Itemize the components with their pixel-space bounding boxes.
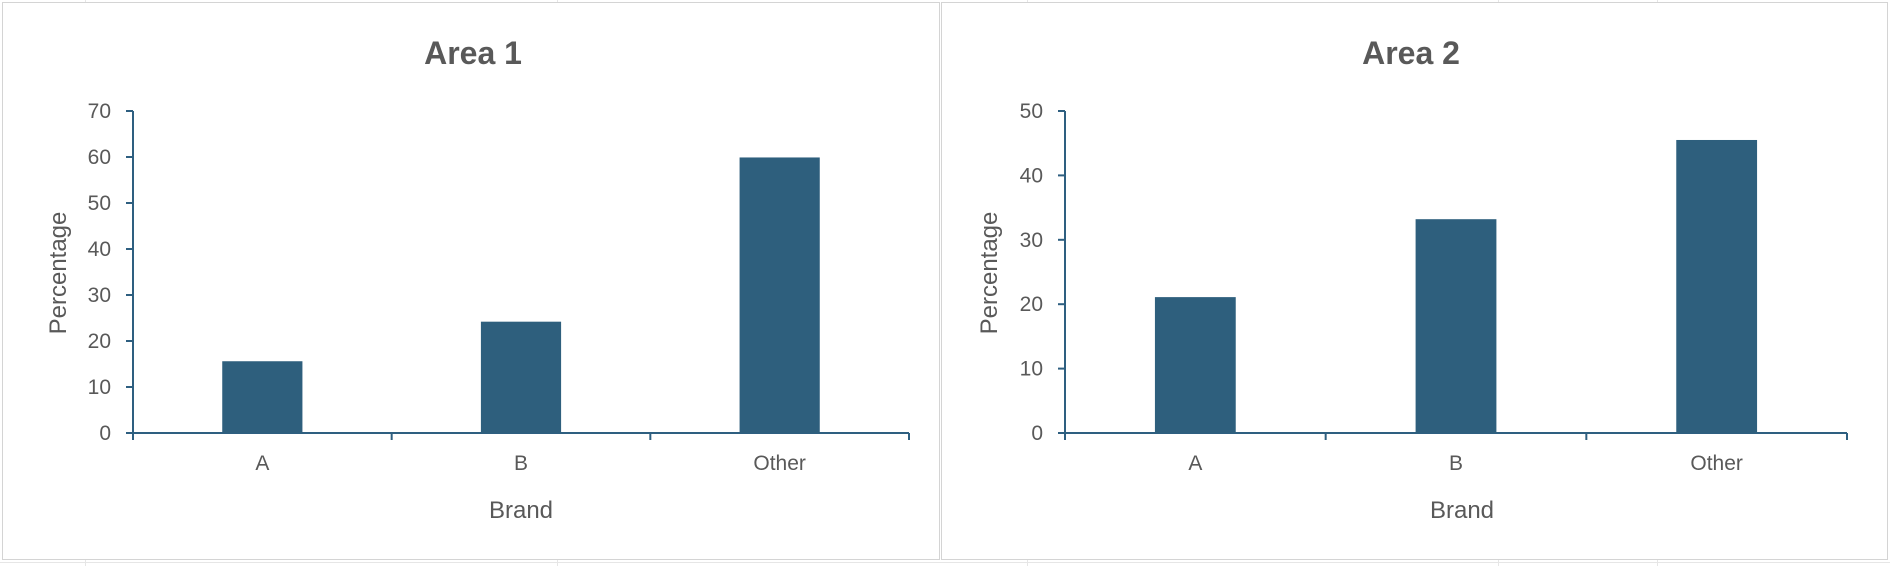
x-tick-label: Other bbox=[753, 452, 806, 475]
y-tick-label: 40 bbox=[1020, 164, 1043, 187]
chart-area-2[interactable]: Area 2 Percentage Brand 0 10 20 30 40 50 A B Oth… bbox=[941, 2, 1888, 560]
y-tick-label: 50 bbox=[88, 192, 111, 215]
bar-other bbox=[739, 157, 820, 433]
sheet-gridline bbox=[0, 562, 1890, 563]
y-tick-label: 10 bbox=[1020, 358, 1043, 381]
y-tick-label: 20 bbox=[88, 330, 111, 353]
y-axis-title: Percentage bbox=[45, 212, 72, 335]
y-tick-label: 50 bbox=[1020, 100, 1043, 123]
y-tick-label: 20 bbox=[1020, 293, 1043, 316]
chart-area-1[interactable]: Area 1 Percentage Brand 0 10 20 30 40 50 60 70 A… bbox=[2, 2, 940, 560]
bar-a bbox=[1154, 297, 1236, 433]
plot-area: 0 10 20 30 40 50 A B Other bbox=[1020, 100, 1848, 475]
chart-title: Area 2 bbox=[1362, 35, 1460, 71]
x-tick-label: Other bbox=[1690, 452, 1743, 475]
plot-area: 0 10 20 30 40 50 60 70 A B Other bbox=[88, 100, 910, 475]
bar-a bbox=[222, 361, 303, 433]
y-tick-label: 0 bbox=[99, 422, 111, 445]
x-tick-label: B bbox=[514, 452, 528, 475]
y-tick-label: 40 bbox=[88, 238, 111, 261]
bar-other bbox=[1676, 139, 1758, 434]
y-tick-label: 70 bbox=[88, 100, 111, 123]
y-axis-title: Percentage bbox=[976, 212, 1003, 335]
y-tick-label: 60 bbox=[88, 146, 111, 169]
y-tick-label: 10 bbox=[88, 376, 111, 399]
chart-svg-area-1: Area 1 Percentage Brand 0 10 20 30 40 50 60 70 A… bbox=[45, 35, 910, 524]
y-tick-label: 30 bbox=[88, 284, 111, 307]
chart-title: Area 1 bbox=[424, 35, 522, 71]
bar-b bbox=[480, 321, 562, 433]
bar-b bbox=[1415, 219, 1497, 433]
x-tick-label: A bbox=[255, 452, 269, 475]
x-tick-label: B bbox=[1449, 452, 1463, 475]
x-axis-title: Brand bbox=[1430, 497, 1494, 524]
y-tick-label: 0 bbox=[1031, 422, 1043, 445]
x-tick-label: A bbox=[1188, 452, 1202, 475]
y-tick-label: 30 bbox=[1020, 229, 1043, 252]
chart-svg-area-2: Area 2 Percentage Brand 0 10 20 30 40 50 A B Oth… bbox=[976, 35, 1848, 524]
x-axis-title: Brand bbox=[489, 497, 553, 524]
